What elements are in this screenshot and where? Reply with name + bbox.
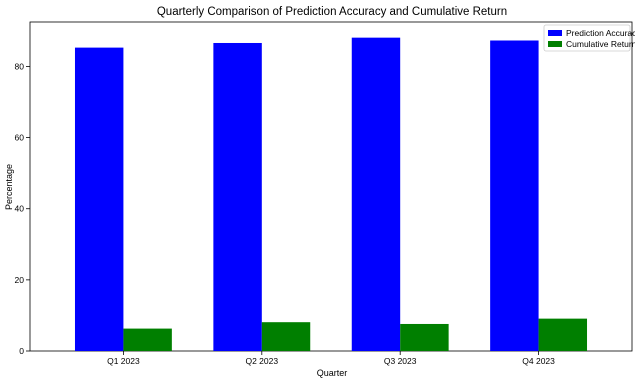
y-tick-label: 20 (15, 275, 25, 285)
x-axis-label: Quarter (317, 368, 348, 378)
y-tick-label: 0 (19, 346, 24, 356)
y-tick-label: 40 (15, 204, 25, 214)
bar-prediction-accuracy (74, 47, 124, 352)
bar-cumulative-return (538, 318, 588, 351)
x-tick-label: Q2 2023 (245, 356, 278, 366)
legend-label: Cumulative Return (566, 39, 635, 49)
x-tick-label: Q4 2023 (522, 356, 555, 366)
y-tick-label: 80 (15, 61, 25, 71)
legend-label: Prediction Accuracy (566, 28, 635, 38)
y-tick-label: 60 (15, 133, 25, 143)
plot-area: 0 20 40 60 80 Q1 2023 Q2 2023 Q3 2023 Q4 2023 (15, 21, 633, 366)
bar-prediction-accuracy (490, 40, 539, 351)
bar-cumulative-return (261, 322, 311, 351)
legend-swatch (548, 30, 562, 36)
bar-prediction-accuracy (351, 37, 401, 352)
chart-title: Quarterly Comparison of Prediction Accur… (157, 6, 507, 18)
x-tick-label: Q1 2023 (107, 356, 140, 366)
bar-cumulative-return (123, 328, 172, 351)
y-axis-label: Percentage (4, 164, 14, 210)
legend-swatch (548, 41, 562, 47)
plot-frame (29, 21, 633, 352)
bar-prediction-accuracy (213, 42, 262, 351)
x-tick-label: Q3 2023 (384, 356, 417, 366)
legend-box (543, 24, 631, 52)
bar-cumulative-return (400, 323, 449, 351)
